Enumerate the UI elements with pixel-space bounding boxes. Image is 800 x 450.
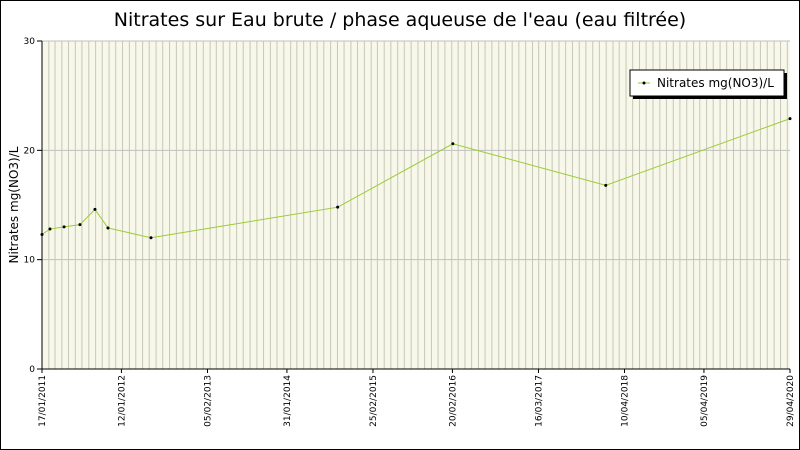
x-tick-label: 31/01/2014	[283, 375, 293, 427]
y-tick-label: 20	[24, 146, 36, 156]
y-tick-label: 10	[24, 256, 36, 266]
x-tick-label: 16/03/2017	[534, 375, 544, 427]
data-point	[78, 223, 82, 227]
legend-marker	[642, 81, 646, 85]
y-tick-label: 30	[24, 37, 36, 47]
x-tick-label: 17/01/2011	[38, 375, 48, 427]
data-point	[149, 236, 153, 240]
x-tick-label: 25/02/2015	[369, 375, 379, 427]
data-point	[106, 226, 110, 230]
data-point	[48, 227, 52, 231]
legend-box	[629, 69, 785, 97]
x-tick-label: 05/02/2013	[203, 375, 213, 427]
data-point	[604, 183, 608, 187]
data-point	[336, 205, 340, 209]
data-point	[788, 117, 792, 121]
y-axis-label: Nitrates mg(NO3)/L	[7, 146, 21, 263]
x-tick-label: 10/04/2018	[621, 375, 631, 427]
data-point	[62, 225, 66, 229]
chart-title: Nitrates sur Eau brute / phase aqueuse d…	[114, 9, 686, 31]
x-tick-label: 29/04/2020	[786, 375, 796, 427]
data-point	[451, 142, 455, 146]
data-point	[40, 233, 44, 237]
y-tick-label: 0	[29, 365, 35, 375]
x-tick-label: 12/01/2012	[117, 375, 127, 427]
data-point	[93, 207, 97, 211]
legend-label: Nitrates mg(NO3)/L	[657, 76, 774, 90]
x-tick-label: 05/04/2019	[700, 375, 710, 427]
x-tick-label: 20/02/2016	[448, 375, 458, 427]
